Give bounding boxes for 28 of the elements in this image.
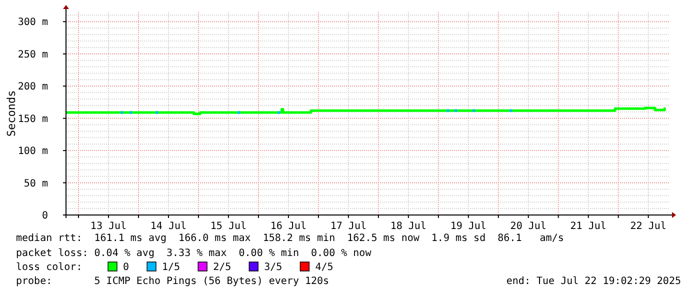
y-axis-title: Seconds bbox=[5, 90, 18, 137]
x-tick-label: 18 Jul bbox=[390, 221, 426, 232]
y-tick-label: 0 bbox=[42, 210, 48, 222]
x-tick-label: 22 Jul bbox=[630, 221, 666, 232]
legend-label: 4/5 bbox=[315, 262, 334, 273]
x-tick-label: 21 Jul bbox=[570, 221, 606, 232]
legend-title: loss color: bbox=[16, 262, 82, 273]
text: probe: 5 ICMP Echo Pings (56 Bytes) every 120s bbox=[16, 276, 330, 287]
legend-label: 3/5 bbox=[264, 262, 282, 273]
y-tick-label: 100 m bbox=[18, 146, 48, 158]
y-tick-label: 200 m bbox=[18, 82, 48, 93]
legend-label: 0 bbox=[123, 262, 130, 273]
y-tick-label: 250 m bbox=[18, 49, 48, 60]
y-tick-label: 150 m bbox=[18, 114, 48, 125]
legend-label: 1/5 bbox=[162, 262, 180, 273]
x-tick-label: 14 Jul bbox=[150, 221, 187, 232]
x-tick-label: 15 Jul bbox=[210, 221, 247, 232]
legend-label: 2/5 bbox=[213, 262, 232, 273]
x-tick-label: 16 Jul bbox=[270, 221, 306, 232]
y-tick-label: 300 m bbox=[18, 17, 48, 28]
x-tick-label: 17 Jul bbox=[330, 221, 366, 232]
x-tick-label: 19 Jul bbox=[450, 221, 486, 232]
text: median rtt: 161.1 ms avg 166.0 ms max 158.2 ms min 162.5 ms now 1.9 ms sd 86.1 am/s bbox=[16, 233, 564, 244]
x-tick-label: 13 Jul bbox=[90, 221, 127, 232]
text: packet loss: 0.04 % avg 3.33 % max 0.00 % min 0.00 % now bbox=[16, 248, 372, 259]
text: end: Tue Jul 22 19:02:29 2025 bbox=[506, 276, 681, 287]
x-tick-label: 20 Jul bbox=[510, 221, 546, 232]
y-tick-label: 50 m bbox=[24, 178, 48, 190]
